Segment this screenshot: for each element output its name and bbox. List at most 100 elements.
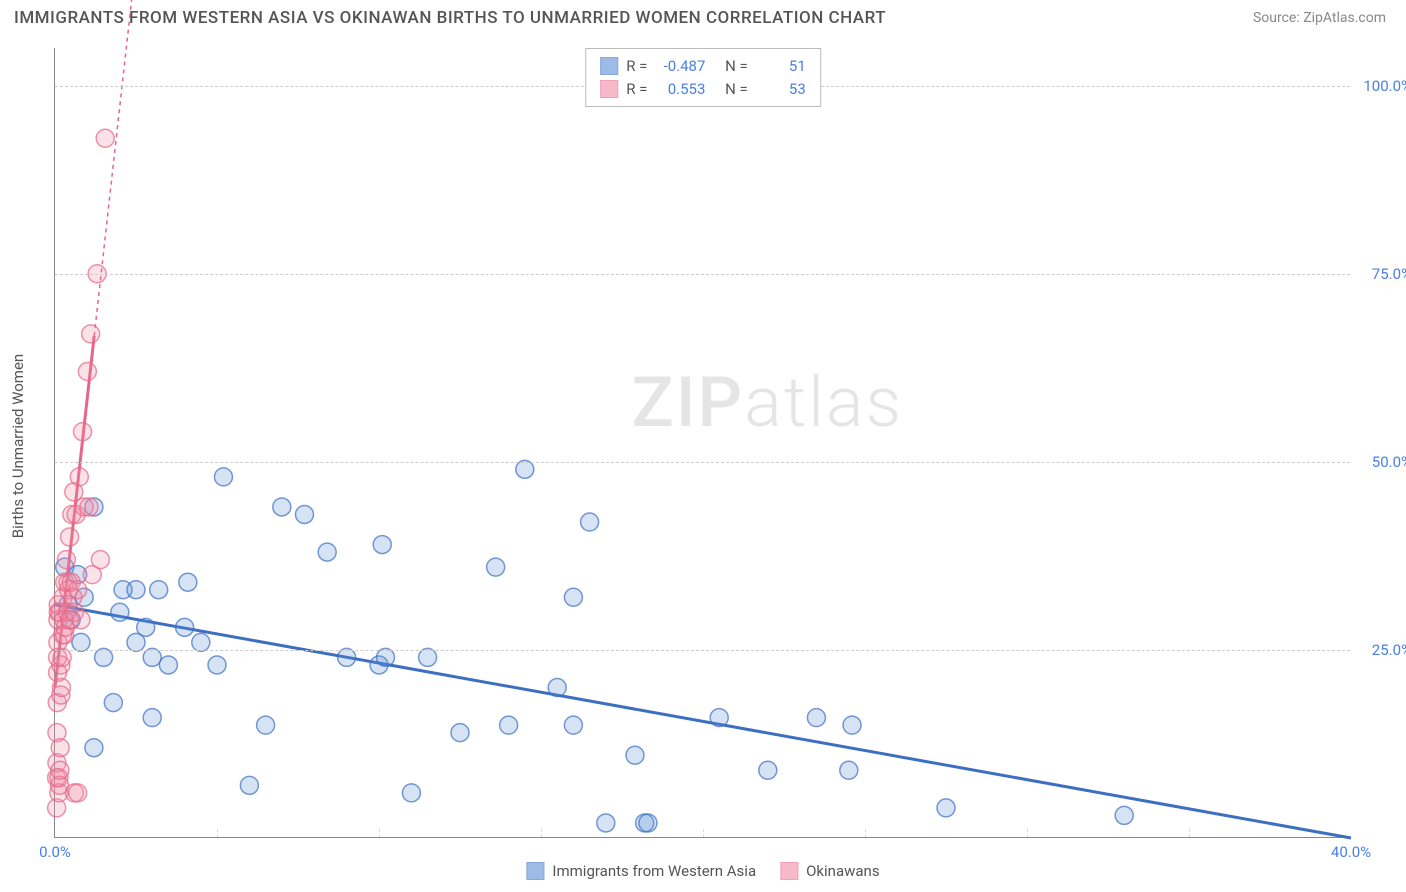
data-point: [127, 581, 145, 599]
trend-line: [55, 605, 1351, 838]
plot-area: ZIPatlas 25.0%50.0%75.0%100.0%0.0%40.0%: [54, 48, 1350, 838]
data-point: [840, 761, 858, 779]
data-point: [273, 498, 291, 516]
data-point: [96, 129, 114, 147]
data-point: [376, 648, 394, 666]
data-point: [143, 648, 161, 666]
y-tick-label: 100.0%: [1356, 77, 1406, 95]
data-point: [150, 581, 168, 599]
trend-line-dashed: [94, 0, 147, 336]
data-point: [72, 633, 90, 651]
data-point: [179, 573, 197, 591]
data-point: [843, 716, 861, 734]
data-point: [82, 325, 100, 343]
data-point: [176, 618, 194, 636]
data-point: [53, 648, 71, 666]
series1-name: Immigrants from Western Asia: [552, 862, 756, 880]
data-point: [564, 588, 582, 606]
data-point: [72, 611, 90, 629]
data-point: [807, 709, 825, 727]
source-attribution: Source: ZipAtlas.com: [1253, 10, 1386, 26]
data-point: [57, 551, 75, 569]
data-point: [451, 724, 469, 742]
data-point: [240, 776, 258, 794]
legend-item-series2: Okinawans: [780, 862, 879, 880]
y-tick-label: 25.0%: [1356, 641, 1406, 659]
data-point: [70, 468, 88, 486]
x-tick-label: 40.0%: [1331, 843, 1371, 861]
data-point: [104, 694, 122, 712]
x-minor-tick: [1027, 829, 1028, 837]
data-point: [516, 460, 534, 478]
data-point: [639, 814, 657, 832]
data-point: [257, 716, 275, 734]
data-point: [74, 423, 92, 441]
data-point: [111, 603, 129, 621]
data-point: [373, 536, 391, 554]
data-point: [1115, 806, 1133, 824]
legend-r-label-2: R =: [626, 78, 647, 101]
data-point: [95, 648, 113, 666]
data-point: [78, 363, 96, 381]
data-point: [51, 761, 69, 779]
data-point: [159, 656, 177, 674]
gridline-h: [55, 274, 1350, 275]
data-point: [208, 656, 226, 674]
data-point: [419, 648, 437, 666]
data-point: [548, 679, 566, 697]
series2-name: Okinawans: [806, 862, 879, 880]
swatch-bottom-2: [780, 862, 798, 880]
legend-r-value-2: 0.553: [655, 78, 705, 101]
data-point: [91, 551, 109, 569]
data-point: [69, 581, 87, 599]
data-point: [581, 513, 599, 531]
data-point: [626, 746, 644, 764]
data-point: [338, 648, 356, 666]
data-point: [192, 633, 210, 651]
data-point: [487, 558, 505, 576]
y-tick-label: 75.0%: [1356, 265, 1406, 283]
y-axis-label: Births to Unmarried Women: [9, 354, 27, 538]
legend-n-label-2: N =: [725, 78, 748, 101]
correlation-legend: R = -0.487 N = 51 R = 0.553 N = 53: [585, 48, 821, 107]
legend-n-value-1: 51: [756, 55, 806, 78]
source-name: ZipAtlas.com: [1303, 10, 1386, 26]
legend-row-series1: R = -0.487 N = 51: [600, 55, 806, 78]
swatch-series1: [600, 57, 618, 75]
swatch-bottom-1: [526, 862, 544, 880]
x-minor-tick: [379, 829, 380, 837]
gridline-h: [55, 462, 1350, 463]
data-point: [61, 528, 79, 546]
source-label: Source:: [1253, 10, 1300, 26]
data-point: [937, 799, 955, 817]
data-point: [51, 739, 69, 757]
series-legend: Immigrants from Western Asia Okinawans: [526, 862, 879, 880]
x-minor-tick: [865, 829, 866, 837]
x-tick-label: 0.0%: [39, 843, 71, 861]
data-point: [52, 679, 70, 697]
data-point: [143, 709, 161, 727]
swatch-series2: [600, 80, 618, 98]
data-point: [137, 618, 155, 636]
legend-n-value-2: 53: [756, 78, 806, 101]
data-point: [759, 761, 777, 779]
data-point: [710, 709, 728, 727]
scatter-svg: [55, 48, 1350, 837]
data-point: [318, 543, 336, 561]
data-point: [295, 505, 313, 523]
legend-item-series1: Immigrants from Western Asia: [526, 862, 756, 880]
legend-row-series2: R = 0.553 N = 53: [600, 78, 806, 101]
x-minor-tick: [541, 829, 542, 837]
gridline-h: [55, 650, 1350, 651]
data-point: [80, 498, 98, 516]
data-point: [69, 784, 87, 802]
data-point: [597, 814, 615, 832]
x-minor-tick: [217, 829, 218, 837]
y-tick-label: 50.0%: [1356, 453, 1406, 471]
legend-n-label: N =: [725, 55, 748, 78]
legend-r-label: R =: [626, 55, 647, 78]
legend-r-value-1: -0.487: [655, 55, 705, 78]
x-minor-tick: [1189, 829, 1190, 837]
data-point: [85, 739, 103, 757]
chart-title: IMMIGRANTS FROM WESTERN ASIA VS OKINAWAN…: [14, 8, 886, 28]
